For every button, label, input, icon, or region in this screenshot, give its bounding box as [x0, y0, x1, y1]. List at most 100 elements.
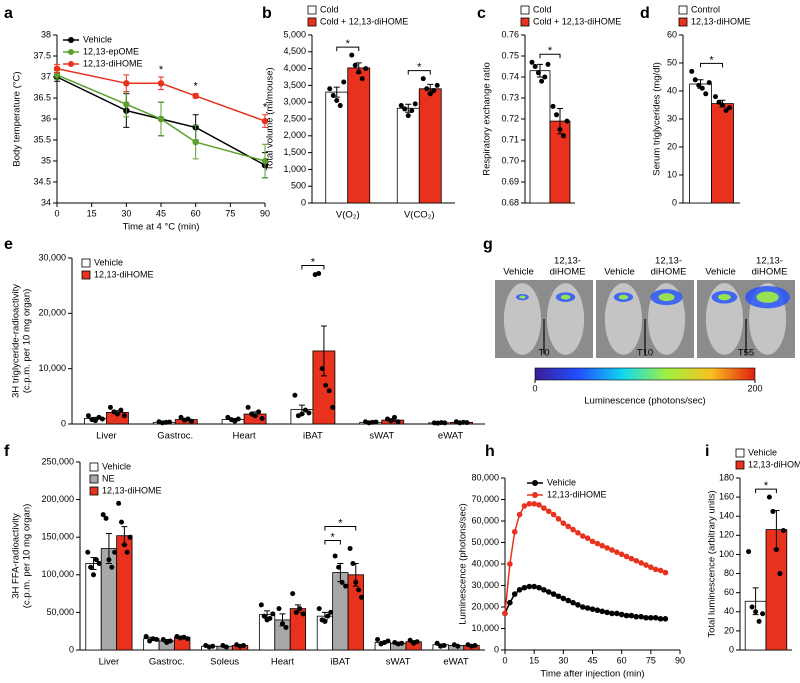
data-point	[330, 92, 336, 98]
y-tick-label: 0.72	[501, 113, 519, 123]
legend-swatch	[89, 474, 99, 484]
bar	[325, 91, 349, 204]
x-tick-label: 30	[558, 655, 568, 665]
data-point	[545, 508, 552, 515]
y-tick-label: 100	[719, 549, 734, 559]
data-point	[696, 82, 702, 88]
data-point	[441, 642, 447, 648]
significance-bracket	[336, 46, 360, 52]
legend-marker	[68, 37, 74, 43]
data-point	[297, 606, 303, 612]
data-point	[167, 638, 173, 644]
data-point	[292, 392, 298, 398]
data-point	[531, 583, 537, 590]
y-tick-label: 70,000	[471, 494, 499, 504]
data-point	[107, 404, 113, 410]
data-point	[427, 91, 433, 97]
data-point	[554, 112, 559, 118]
bar	[396, 107, 420, 204]
data-point	[414, 639, 420, 645]
legend-label: Vehicle	[547, 477, 576, 487]
colorbar-tick-label: 200	[747, 383, 762, 393]
y-tick-label: 2,500	[283, 113, 306, 123]
data-point	[363, 66, 369, 72]
data-point	[766, 494, 772, 500]
data-point	[256, 409, 262, 415]
data-point	[773, 547, 779, 553]
significance-bracket	[539, 53, 561, 59]
significance-bracket	[755, 488, 777, 494]
data-point	[643, 562, 649, 568]
y-tick-label: 60	[667, 29, 677, 39]
signal-core	[756, 291, 779, 303]
y-tick-label: 50,000	[471, 537, 499, 547]
y-tick-label: 36.5	[33, 92, 51, 102]
data-point	[545, 61, 551, 67]
data-point	[662, 569, 669, 576]
data-point	[267, 615, 273, 621]
photo-label: diHOME	[550, 267, 586, 278]
data-point	[109, 564, 115, 570]
y-tick-label: 3,000	[283, 97, 306, 107]
y-tick-label: 10,000	[38, 363, 66, 373]
bar	[116, 535, 133, 651]
x-tick-label: 75	[646, 655, 656, 665]
data-point	[258, 602, 264, 608]
data-point	[594, 540, 601, 547]
panel-label: d	[640, 5, 650, 22]
y-tick-label: 0	[672, 197, 677, 207]
data-point	[327, 86, 333, 92]
data-point	[614, 549, 620, 555]
data-point	[648, 564, 654, 571]
data-point	[241, 642, 247, 648]
data-point	[99, 416, 105, 422]
data-point	[472, 642, 478, 648]
y-tick-label: 0.71	[501, 134, 519, 144]
data-point	[402, 106, 408, 112]
data-point	[359, 76, 365, 82]
legend-swatch	[307, 17, 317, 27]
data-point	[657, 616, 664, 622]
data-point	[330, 404, 336, 410]
legend-label: 12,13-diHOME	[94, 269, 154, 279]
data-point	[713, 94, 718, 100]
data-point	[511, 528, 518, 535]
time-label: T10	[637, 348, 653, 359]
y-tick-label: 10,000	[471, 623, 499, 633]
data-point	[121, 542, 127, 548]
data-point	[337, 103, 343, 109]
x-tick-label: V(CO₂)	[404, 210, 435, 221]
signal-core	[718, 293, 731, 301]
x-tick-label: 90	[675, 655, 685, 665]
data-point	[118, 407, 124, 413]
data-point	[570, 526, 576, 533]
data-point	[550, 511, 557, 518]
significance-label: *	[159, 64, 164, 76]
y-tick-label: 2,000	[283, 130, 306, 140]
data-point	[689, 68, 695, 74]
colorbar-label: Luminescence (photons/sec)	[584, 396, 705, 407]
data-point	[356, 69, 362, 75]
y-tick-label: 80	[724, 568, 734, 578]
data-point	[703, 91, 709, 97]
y-tick-label: 60,000	[471, 515, 499, 525]
y-tick-label: 0.74	[501, 71, 519, 81]
data-point	[235, 416, 241, 422]
data-point	[119, 519, 124, 525]
data-point	[121, 413, 127, 419]
data-point	[648, 614, 654, 621]
legend-label: 12,13-diHOME	[691, 16, 751, 26]
x-tick-label: V(O₂)	[336, 210, 360, 221]
data-point	[599, 542, 606, 549]
y-tick-label: 30	[667, 113, 677, 123]
significance-label: *	[764, 480, 769, 492]
panel-label: b	[262, 5, 272, 22]
data-point	[123, 80, 130, 87]
data-point	[749, 604, 755, 610]
y-axis-label: Serum triglycerides (mg/dl)	[652, 62, 663, 176]
data-point	[720, 102, 725, 108]
y-tick-label: 0	[61, 418, 66, 428]
data-point	[564, 118, 570, 124]
data-point	[539, 78, 545, 84]
